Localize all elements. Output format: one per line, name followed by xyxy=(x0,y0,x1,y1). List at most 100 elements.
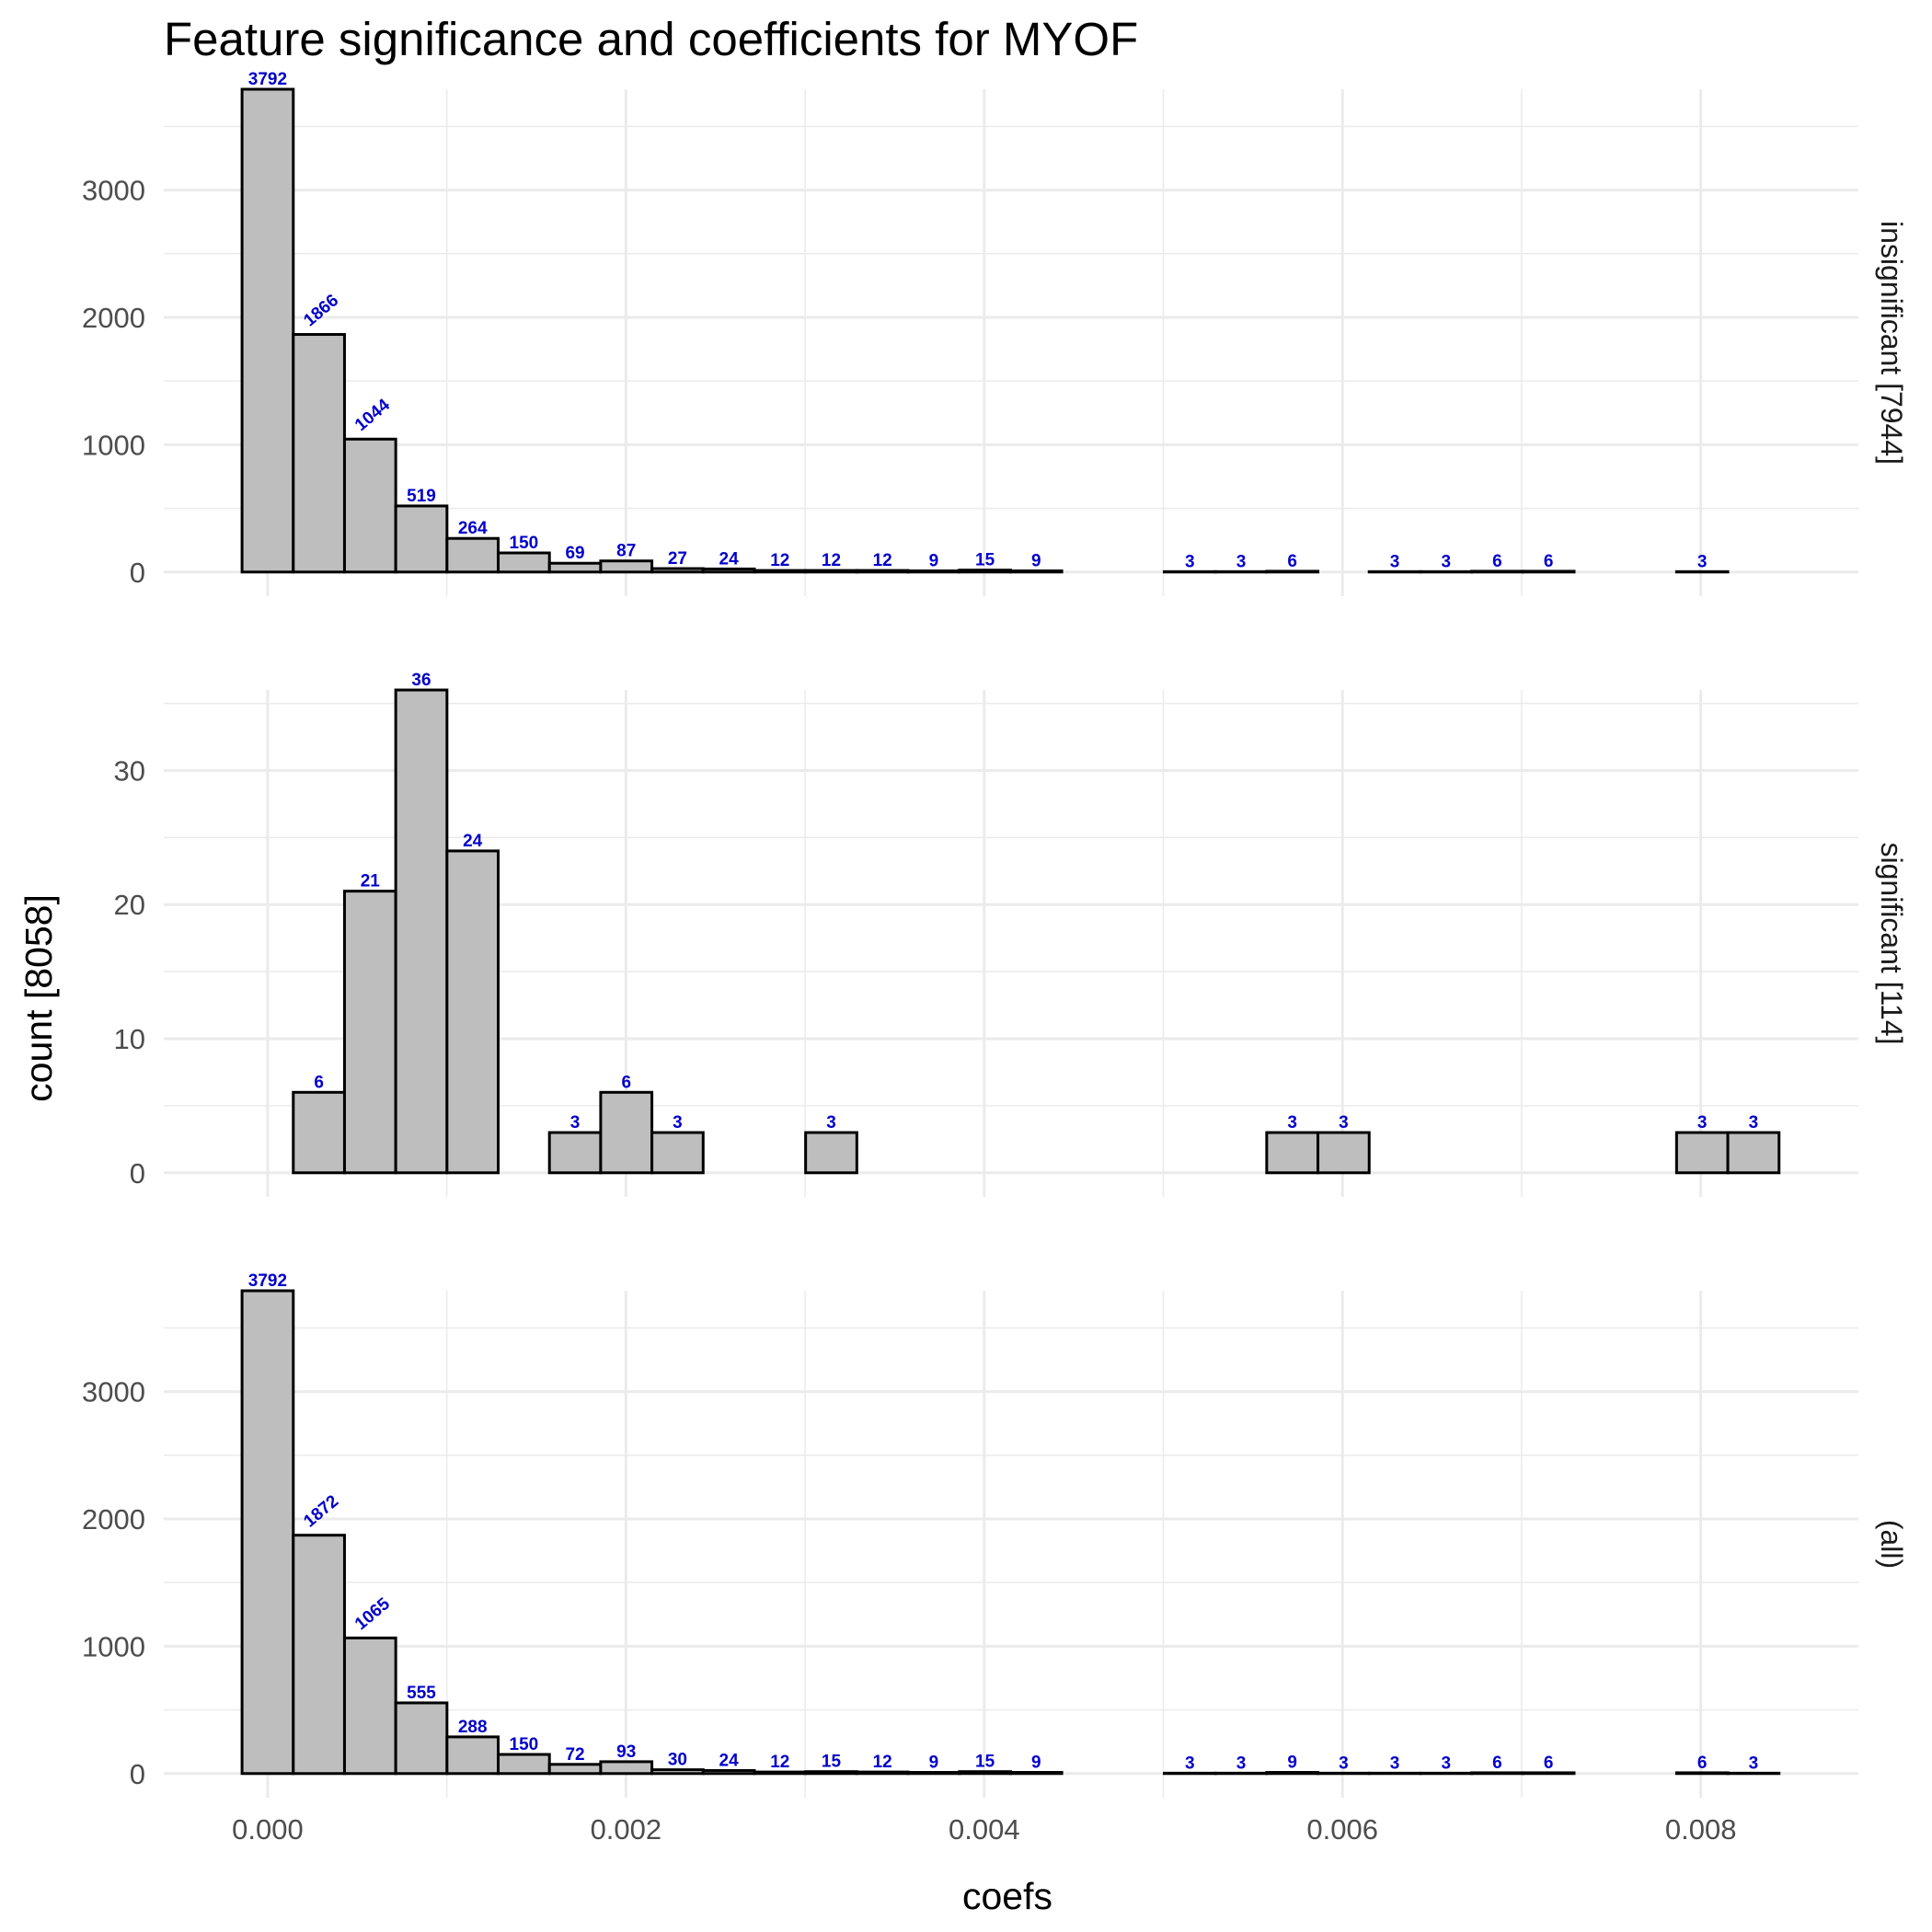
y-tick-label: 0 xyxy=(130,1157,145,1190)
histogram-bar xyxy=(804,1131,858,1175)
x-tick-label: 0.002 xyxy=(591,1813,662,1846)
bar-value-label: 9 xyxy=(1287,1754,1297,1773)
bar-value-label: 3792 xyxy=(248,70,287,89)
bar-value-label: 6 xyxy=(1492,1754,1502,1773)
histogram-bar xyxy=(650,567,705,574)
bar-value-label: 3792 xyxy=(248,1271,287,1291)
bar-value-label: 12 xyxy=(822,551,841,570)
histogram-bar xyxy=(1008,569,1064,574)
bar-value-label: 15 xyxy=(975,551,995,570)
y-tick-label: 20 xyxy=(114,889,145,921)
bar-value-label: 3 xyxy=(1185,1754,1195,1773)
histogram-bar xyxy=(701,1768,756,1776)
histogram-bar xyxy=(599,1760,654,1776)
bar-value-label: 6 xyxy=(1544,552,1554,571)
x-axis-title: coefs xyxy=(962,1875,1052,1917)
bar-value-label: 3 xyxy=(673,1113,683,1133)
bar-value-label: 6 xyxy=(621,1073,631,1092)
bar-value-label: 6 xyxy=(1492,552,1502,571)
histogram-bar xyxy=(958,1770,1012,1776)
bar-value-label: 3 xyxy=(1185,552,1195,571)
y-tick-label: 1000 xyxy=(82,429,145,461)
histogram-bar xyxy=(547,561,603,574)
histogram-bar xyxy=(804,1770,858,1776)
y-axis-title: count [8058] xyxy=(17,894,60,1102)
histogram-bar xyxy=(650,1768,705,1776)
histogram-bar xyxy=(1521,569,1576,574)
bar-value-label: 12 xyxy=(873,1753,892,1772)
bar-value-label: 87 xyxy=(616,542,636,561)
histogram-bar xyxy=(958,569,1012,574)
y-tick-label: 3000 xyxy=(82,175,145,207)
histogram-bar xyxy=(240,1289,295,1776)
histogram-bar xyxy=(445,1735,500,1776)
y-tick-label: 2000 xyxy=(82,1503,145,1535)
bar-value-label: 3 xyxy=(1749,1113,1759,1133)
bar-value-label: 1872 xyxy=(300,1491,342,1531)
histogram-bar xyxy=(855,569,910,574)
bar-value-label: 3 xyxy=(1390,552,1400,571)
x-tick-label: 0.000 xyxy=(232,1813,304,1846)
bar-value-label: 6 xyxy=(1544,1754,1554,1773)
x-tick-label: 0.008 xyxy=(1665,1813,1737,1846)
histogram-bar xyxy=(650,1131,705,1175)
histogram-bar xyxy=(753,1770,808,1776)
histogram-bar xyxy=(1265,1131,1320,1175)
bar-value-label: 9 xyxy=(929,552,939,571)
bar-value-label: 1866 xyxy=(300,291,342,330)
bar-value-label: 6 xyxy=(1697,1754,1708,1773)
histogram-bar xyxy=(292,1090,346,1175)
bar-value-label: 12 xyxy=(770,1753,789,1772)
histogram-bar xyxy=(497,1753,551,1776)
bar-value-label: 1065 xyxy=(351,1594,394,1635)
histogram-bar xyxy=(342,437,397,574)
bar-value-label: 3 xyxy=(1287,1113,1297,1133)
histogram-bar xyxy=(445,849,500,1175)
histogram-bar xyxy=(292,333,346,574)
bar-value-label: 3 xyxy=(1390,1754,1400,1773)
bar-value-label: 1044 xyxy=(351,396,394,436)
facet-strip-label: insignificant [7944] xyxy=(1875,221,1908,465)
histogram-bar xyxy=(1265,569,1320,574)
bar-value-label: 6 xyxy=(1287,552,1297,571)
bar-value-label: 6 xyxy=(314,1073,324,1092)
histogram-bar xyxy=(855,1770,910,1776)
histogram-bar xyxy=(804,569,858,574)
histogram-bar xyxy=(497,551,551,574)
histogram-bar xyxy=(445,536,500,574)
bar-value-label: 264 xyxy=(458,519,488,538)
x-axis: 0.000 0.002 0.004 0.006 0.008 xyxy=(232,1813,1736,1846)
histogram-bar xyxy=(342,890,397,1175)
bar-value-label: 24 xyxy=(463,832,483,851)
bar-value-label: 288 xyxy=(458,1718,488,1737)
bar-value-label: 15 xyxy=(822,1753,842,1772)
histogram-bar xyxy=(240,87,295,574)
histogram-bar xyxy=(753,569,808,574)
bar-value-label: 3 xyxy=(1697,552,1708,571)
bar-value-label: 9 xyxy=(1031,1754,1041,1773)
histogram-bar xyxy=(394,504,449,574)
histogram-bar xyxy=(1521,1771,1576,1776)
histogram-bar xyxy=(599,1090,654,1175)
bar-value-label: 150 xyxy=(510,534,539,553)
bar-value-label: 21 xyxy=(361,872,381,891)
bar-value-label: 3 xyxy=(1236,552,1247,571)
facet-strip-label: (all) xyxy=(1875,1520,1908,1569)
bar-value-label: 150 xyxy=(510,1735,539,1754)
bar-value-label: 30 xyxy=(668,1751,687,1770)
bar-value-label: 12 xyxy=(770,551,789,570)
bar-value-label: 3 xyxy=(1749,1754,1759,1773)
y-tick-label: 0 xyxy=(130,1758,145,1790)
bar-value-label: 3 xyxy=(1236,1754,1247,1773)
bar-value-label: 3 xyxy=(1441,1754,1451,1773)
histogram-bar xyxy=(547,1131,603,1175)
histogram-bar xyxy=(1317,1131,1371,1175)
bar-value-label: 555 xyxy=(407,1684,436,1703)
histogram-bar xyxy=(599,559,654,574)
bar-value-label: 519 xyxy=(407,487,436,506)
histogram-bar xyxy=(1726,1131,1781,1175)
histogram-bar xyxy=(547,1763,603,1776)
bar-value-label: 27 xyxy=(668,549,687,569)
